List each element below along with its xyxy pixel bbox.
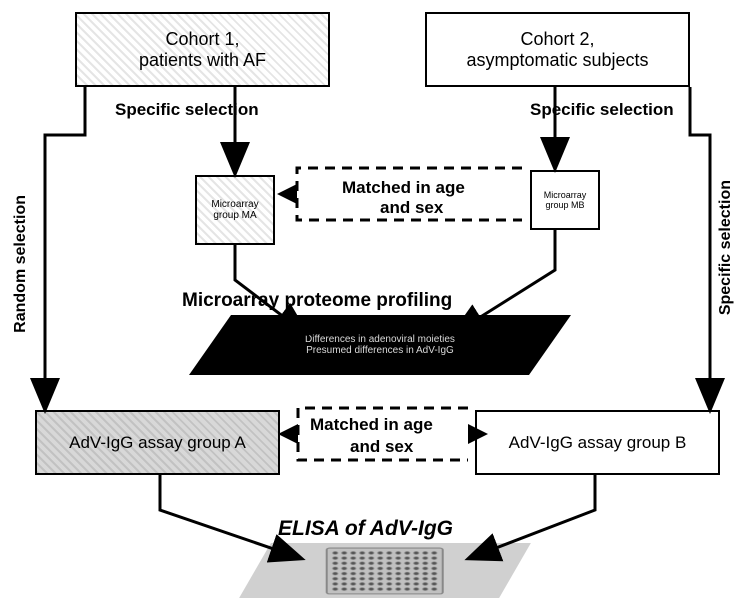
elisa-label: ELISA of AdV-IgG: [278, 517, 453, 541]
ma-box: Microarray group MA: [195, 175, 275, 245]
match1a-label: Matched in age: [342, 178, 465, 198]
elisa-plate: [239, 543, 531, 598]
match1b-label: and sex: [380, 198, 443, 218]
cohort1-line2: patients with AF: [139, 50, 266, 71]
ma-line1: Microarray: [211, 199, 258, 210]
match2b-label: and sex: [350, 437, 413, 457]
diamond-line2: Presumed differences in AdV-IgG: [305, 345, 455, 356]
randsel-label: Random selection: [12, 195, 30, 333]
specsel-right-label: Specific selection: [717, 180, 735, 315]
diamond-line1: Differences in adenoviral moieties: [305, 334, 455, 345]
ma-line2: group MA: [213, 210, 256, 221]
profiling-label: Microarray proteome profiling: [182, 290, 452, 312]
groupA-text: AdV-IgG assay group A: [69, 433, 246, 453]
cohort2-line2: asymptomatic subjects: [466, 50, 648, 71]
cohort2-line1: Cohort 2,: [520, 29, 594, 50]
mb-line1: Microarray: [544, 190, 587, 200]
groupB-box: AdV-IgG assay group B: [475, 410, 720, 475]
specsel2-label: Specific selection: [530, 100, 674, 120]
mb-box: Microarray group MB: [530, 170, 600, 230]
wellplate-icon: [326, 547, 444, 594]
specsel1-label: Specific selection: [115, 100, 259, 120]
match2a-label: Matched in age: [310, 415, 433, 435]
cohort1-box: Cohort 1, patients with AF: [75, 12, 330, 87]
profiling-diamond: Differences in adenoviral moieties Presu…: [189, 315, 571, 375]
groupA-box: AdV-IgG assay group A: [35, 410, 280, 475]
mb-line2: group MB: [545, 200, 584, 210]
groupB-text: AdV-IgG assay group B: [509, 433, 687, 453]
cohort2-box: Cohort 2, asymptomatic subjects: [425, 12, 690, 87]
cohort1-line1: Cohort 1,: [165, 29, 239, 50]
